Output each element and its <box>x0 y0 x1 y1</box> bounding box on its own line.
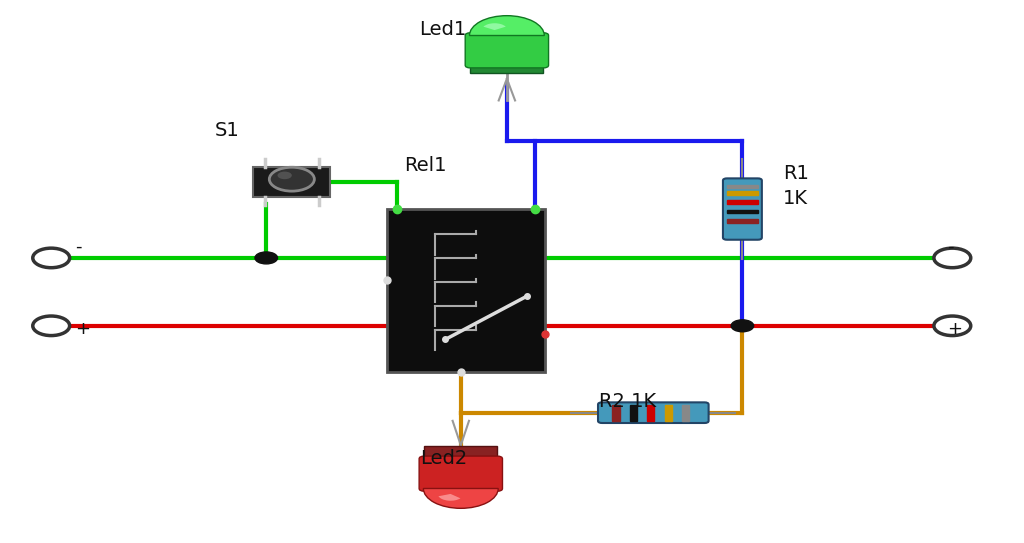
FancyBboxPatch shape <box>419 456 503 491</box>
Text: R2 1K: R2 1K <box>599 393 656 411</box>
Circle shape <box>33 248 70 268</box>
Text: Led2: Led2 <box>420 450 467 468</box>
Bar <box>727 210 758 213</box>
Text: +: + <box>947 319 963 338</box>
FancyBboxPatch shape <box>598 402 709 423</box>
Bar <box>612 405 620 421</box>
Circle shape <box>269 167 314 191</box>
Text: 1K: 1K <box>783 189 808 207</box>
Wedge shape <box>469 16 545 35</box>
Bar <box>665 405 672 421</box>
Text: -: - <box>947 238 953 256</box>
Text: R1: R1 <box>783 165 809 183</box>
Circle shape <box>731 320 754 332</box>
Bar <box>647 405 654 421</box>
FancyBboxPatch shape <box>723 179 762 240</box>
Circle shape <box>278 172 292 179</box>
Bar <box>727 219 758 223</box>
Bar <box>630 405 637 421</box>
Bar <box>727 191 758 195</box>
Bar <box>424 446 498 456</box>
Bar <box>682 405 689 421</box>
Wedge shape <box>438 494 461 501</box>
Text: -: - <box>75 238 81 256</box>
Text: Rel1: Rel1 <box>404 156 447 175</box>
Wedge shape <box>483 23 506 30</box>
Bar <box>727 185 758 188</box>
Circle shape <box>33 316 70 336</box>
Circle shape <box>255 252 278 264</box>
FancyBboxPatch shape <box>253 167 330 197</box>
Circle shape <box>934 248 971 268</box>
Bar <box>727 200 758 204</box>
Text: +: + <box>75 319 90 338</box>
Circle shape <box>934 316 971 336</box>
FancyBboxPatch shape <box>387 209 545 372</box>
Text: S1: S1 <box>215 121 240 140</box>
FancyBboxPatch shape <box>465 33 549 68</box>
Text: Led1: Led1 <box>419 21 466 39</box>
Bar <box>470 64 544 73</box>
Wedge shape <box>423 489 499 508</box>
